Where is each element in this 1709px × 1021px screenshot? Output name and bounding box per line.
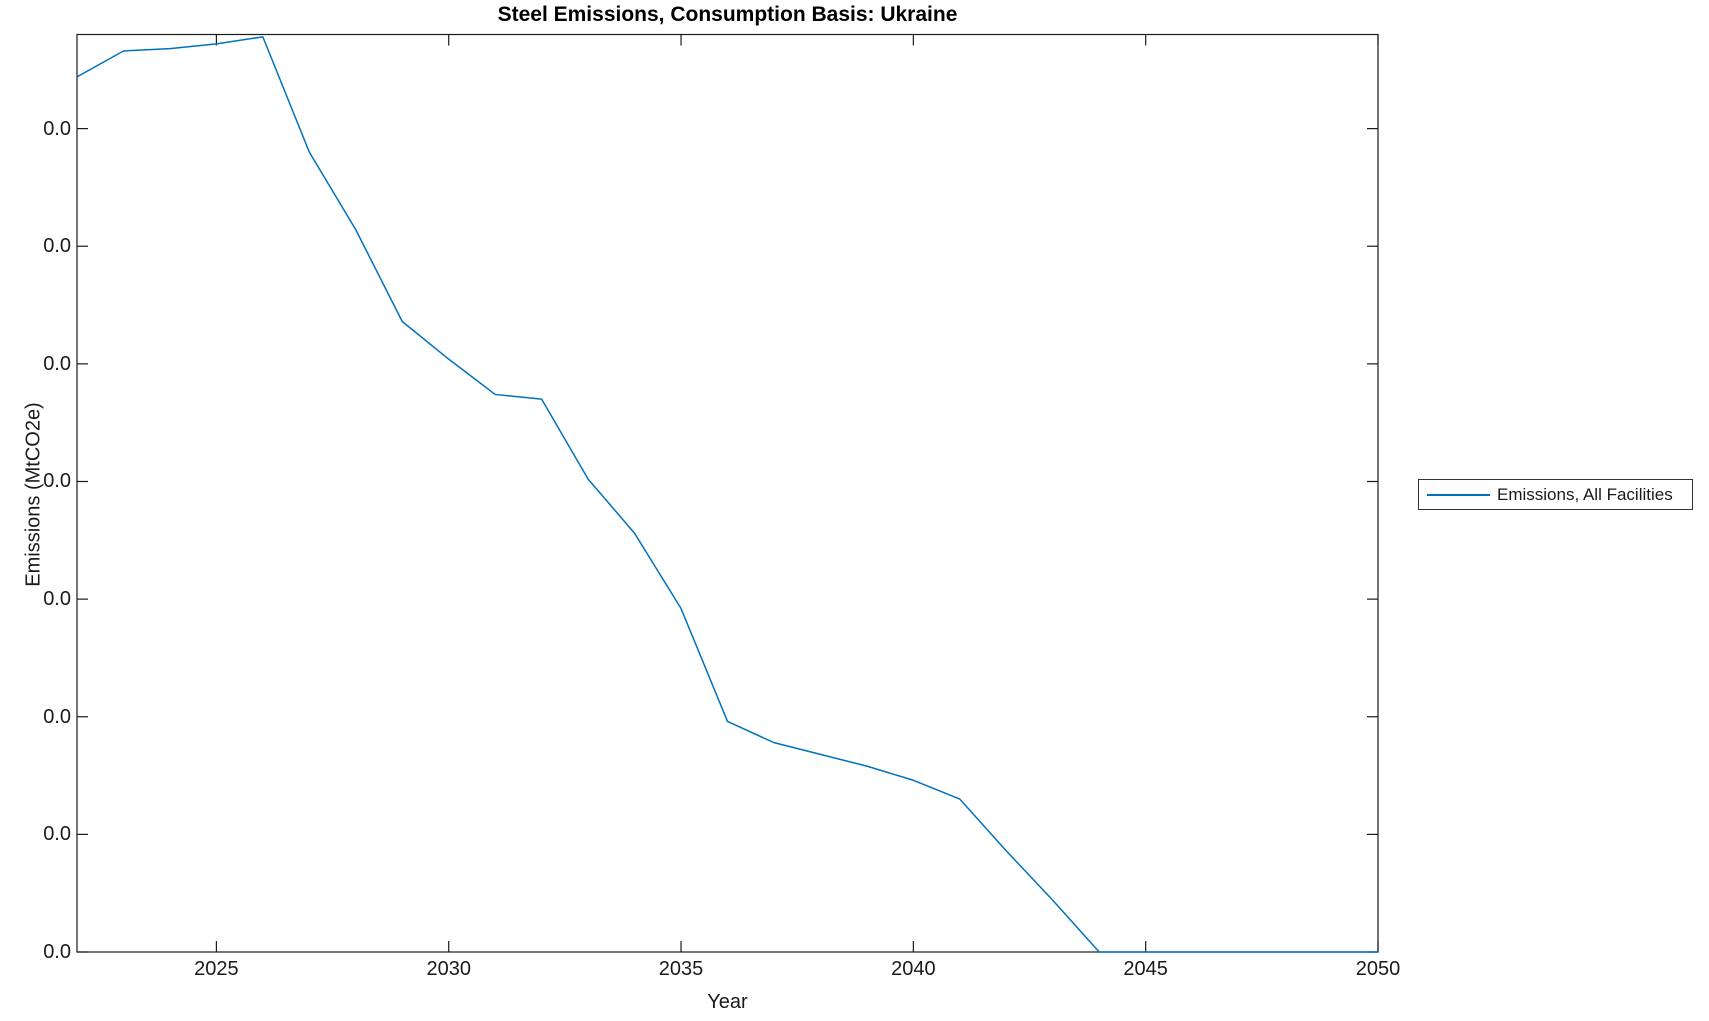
data-line <box>76 36 1378 953</box>
y-tick-label: 0.0 <box>43 823 71 846</box>
x-axis-label: Year <box>707 991 748 1013</box>
y-tick-label: 0.0 <box>43 117 71 140</box>
x-tick-label: 2050 <box>1355 958 1401 980</box>
legend: Emissions, All Facilities <box>1418 479 1693 510</box>
legend-label: Emissions, All Facilities <box>1497 484 1673 504</box>
axis-box <box>76 33 1379 953</box>
y-axis-label: Emissions (MtCO2e) <box>22 402 45 587</box>
y-tick-label: 0.0 <box>43 705 71 728</box>
y-tick-label: 0.0 <box>43 941 71 963</box>
y-tick-label: 0.0 <box>43 470 71 493</box>
x-tick-label: 2025 <box>194 958 239 980</box>
x-tick-label: 2040 <box>891 958 936 980</box>
legend-line-sample-icon <box>1427 493 1490 496</box>
x-tick-label: 2035 <box>658 958 704 980</box>
chart-title: Steel Emissions, Consumption Basis: Ukra… <box>497 3 958 26</box>
y-tick-label: 0.0 <box>43 588 71 611</box>
y-tick-label: 0.0 <box>43 235 71 258</box>
x-tick-label: 2030 <box>426 958 471 980</box>
x-tick-label: 2045 <box>1123 958 1168 980</box>
y-tick-label: 0.0 <box>43 352 71 375</box>
